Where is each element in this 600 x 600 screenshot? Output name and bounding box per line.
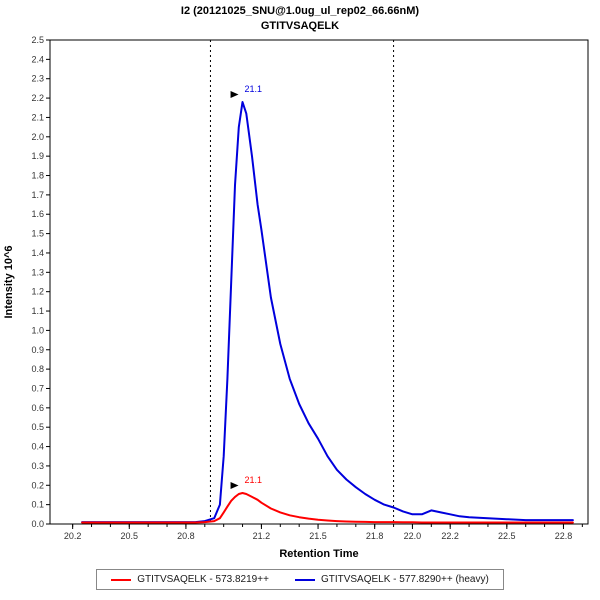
x-tick-label: 22.5 xyxy=(498,531,516,541)
y-tick-label: 0.0 xyxy=(31,519,44,529)
peak-rt-label: 21.1 xyxy=(245,475,263,485)
y-tick-label: 2.2 xyxy=(31,93,44,103)
y-tick-label: 2.3 xyxy=(31,74,44,84)
x-tick-label: 22.0 xyxy=(404,531,422,541)
y-tick-label: 1.3 xyxy=(31,267,44,277)
x-tick-label: 22.8 xyxy=(555,531,573,541)
y-tick-label: 0.1 xyxy=(31,500,44,510)
y-tick-label: 0.4 xyxy=(31,442,44,452)
y-tick-label: 1.8 xyxy=(31,171,44,181)
y-tick-label: 0.5 xyxy=(31,422,44,432)
x-tick-label: 21.8 xyxy=(366,531,384,541)
y-tick-label: 1.4 xyxy=(31,248,44,258)
y-tick-label: 0.9 xyxy=(31,345,44,355)
plot-area[interactable] xyxy=(49,39,589,525)
peptide-subtitle: GTITVSAQELK xyxy=(260,20,340,32)
x-tick-label: 22.2 xyxy=(441,531,459,541)
chart-title: I2 (20121025_SNU@1.0ug_ul_rep02_66.66nM) xyxy=(180,5,420,17)
chart-area: 0.0 0.1 0.2 0.3 0.4 0.5 0.6 0.7 0.8 0.9 1.0 1.1 1.2 1… xyxy=(0,34,600,566)
x-axis-label: Retention Time xyxy=(279,548,358,560)
y-tick-label: 2.4 xyxy=(31,54,44,64)
x-tick-label: 20.2 xyxy=(64,531,82,541)
y-tick-label: 0.3 xyxy=(31,461,44,471)
heavy-series-swatch xyxy=(294,578,315,581)
legend-item-light-label: GTITVSAQELK - 573.8219++ xyxy=(137,574,269,585)
series-line[interactable] xyxy=(81,492,574,524)
peak-arrow-icon xyxy=(230,482,239,490)
y-tick-label: 0.2 xyxy=(31,480,44,490)
peak-rt-label: 21.1 xyxy=(245,84,263,94)
legend-item-light: GTITVSAQELK - 573.8219++ xyxy=(111,574,269,585)
y-tick-label: 1.2 xyxy=(31,287,44,297)
legend-item-heavy-label: GTITVSAQELK - 577.8290++ (heavy) xyxy=(320,574,489,585)
chart-header: I2 (20121025_SNU@1.0ug_ul_rep02_66.66nM)… xyxy=(0,4,600,34)
y-tick-label: 0.6 xyxy=(31,403,44,413)
x-tick-label: 21.5 xyxy=(309,531,327,541)
y-tick-label: 2.5 xyxy=(31,35,44,45)
y-tick-label: 1.7 xyxy=(31,190,44,200)
y-tick-label: 1.1 xyxy=(31,306,44,316)
y-tick-label: 1.9 xyxy=(31,151,44,161)
y-axis-label: Intensity 10^6 xyxy=(3,245,15,318)
y-tick-label: 2.0 xyxy=(31,132,44,142)
y-tick-label: 0.8 xyxy=(31,364,44,374)
y-tick-label: 0.7 xyxy=(31,383,44,393)
y-tick-label: 1.5 xyxy=(31,229,44,239)
legend-item-heavy: GTITVSAQELK - 577.8290++ (heavy) xyxy=(294,574,489,585)
y-tick-label: 1.6 xyxy=(31,209,44,219)
y-tick-label: 2.1 xyxy=(31,112,44,122)
x-tick-label: 20.8 xyxy=(177,531,195,541)
light-series-swatch xyxy=(111,578,132,581)
x-tick-label: 21.2 xyxy=(253,531,271,541)
chromatogram-chart[interactable]: 0.0 0.1 0.2 0.3 0.4 0.5 0.6 0.7 0.8 0.9 1.0 1.1 1.2 1… xyxy=(0,34,600,566)
legend: GTITVSAQELK - 573.8219++ GTITVSAQELK - 5… xyxy=(96,569,504,590)
peak-arrow-icon xyxy=(230,90,239,98)
x-tick-label: 20.5 xyxy=(121,531,139,541)
y-tick-label: 1.0 xyxy=(31,325,44,335)
legend-row: GTITVSAQELK - 573.8219++ GTITVSAQELK - 5… xyxy=(0,569,600,590)
